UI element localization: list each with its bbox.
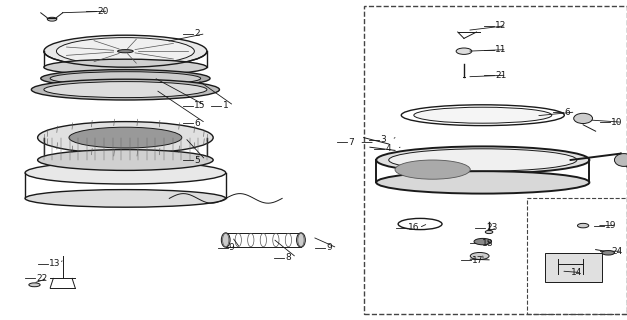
Text: 21: 21 [495,71,507,80]
Text: 16: 16 [408,223,419,232]
Text: 13: 13 [49,260,60,268]
Ellipse shape [29,283,40,287]
Text: 9: 9 [326,244,332,252]
Text: 19: 19 [605,221,616,230]
Bar [527,198,627,314]
Ellipse shape [44,82,207,98]
Ellipse shape [38,122,213,154]
Ellipse shape [56,38,194,65]
Text: 17: 17 [472,256,483,265]
Text: 23: 23 [486,223,497,232]
Text: 6: 6 [564,108,570,116]
Ellipse shape [31,79,219,100]
Bar [545,253,602,282]
Ellipse shape [614,154,627,166]
Ellipse shape [297,233,305,247]
Ellipse shape [474,238,492,245]
Ellipse shape [602,251,614,255]
Ellipse shape [48,17,56,21]
Ellipse shape [117,50,133,53]
Ellipse shape [41,70,210,87]
Text: 10: 10 [611,118,623,127]
Text: 5: 5 [194,156,200,164]
Ellipse shape [44,35,207,67]
Ellipse shape [376,147,589,173]
Text: 20: 20 [97,7,108,16]
Text: 14: 14 [571,268,582,277]
Ellipse shape [574,113,593,124]
Text: 3: 3 [381,135,386,144]
Ellipse shape [485,230,493,234]
Text: 11: 11 [495,45,507,54]
Ellipse shape [25,162,226,184]
Text: 15: 15 [194,101,206,110]
Text: 6: 6 [194,119,200,128]
Text: 8: 8 [285,253,291,262]
Ellipse shape [456,48,472,54]
Ellipse shape [221,233,230,247]
Text: 2: 2 [194,29,200,38]
Ellipse shape [50,72,201,85]
Ellipse shape [69,127,182,148]
Text: 7: 7 [348,138,354,147]
Text: 18: 18 [482,239,493,248]
Ellipse shape [38,150,213,171]
Ellipse shape [389,149,577,171]
Text: 4: 4 [386,144,391,153]
Ellipse shape [414,107,552,123]
Text: 9: 9 [229,244,234,252]
Ellipse shape [25,189,226,207]
Ellipse shape [395,160,470,179]
Text: 1: 1 [223,101,228,110]
Bar [364,6,627,314]
Text: 22: 22 [36,274,48,283]
Text: 24: 24 [611,247,623,256]
Ellipse shape [470,252,489,260]
Ellipse shape [44,59,207,75]
Ellipse shape [376,171,589,194]
Ellipse shape [577,223,589,228]
Text: 12: 12 [495,21,507,30]
